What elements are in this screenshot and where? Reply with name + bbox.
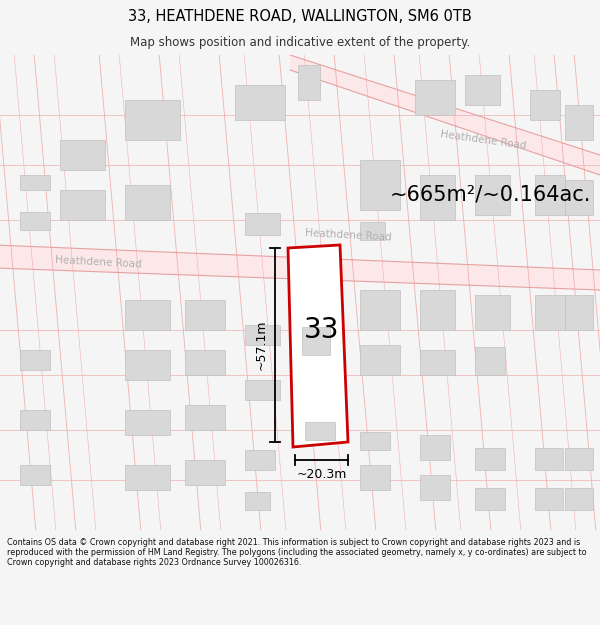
Bar	[245, 380, 280, 400]
Bar	[475, 295, 510, 330]
Bar	[60, 140, 105, 170]
Bar	[475, 347, 505, 375]
Bar	[420, 350, 455, 375]
Bar	[20, 465, 50, 485]
Polygon shape	[290, 55, 600, 175]
Bar	[360, 290, 400, 330]
Bar	[20, 212, 50, 230]
Bar	[415, 80, 455, 115]
Bar	[420, 435, 450, 460]
Text: 33: 33	[304, 316, 340, 344]
Bar	[245, 325, 280, 345]
Bar	[125, 350, 170, 380]
Bar	[305, 422, 335, 440]
Bar	[420, 290, 455, 330]
Bar	[475, 448, 505, 470]
Text: Heathdene Road: Heathdene Road	[55, 255, 142, 269]
Bar	[535, 448, 563, 470]
Bar	[20, 175, 50, 190]
Bar	[360, 160, 400, 210]
Bar	[420, 475, 450, 500]
Bar	[465, 75, 500, 105]
Bar	[185, 350, 225, 375]
Bar	[245, 492, 270, 510]
Bar	[535, 488, 563, 510]
Bar	[360, 432, 390, 450]
Text: ~57.1m: ~57.1m	[255, 320, 268, 370]
Bar	[125, 185, 170, 220]
Bar	[475, 488, 505, 510]
Bar	[360, 222, 385, 240]
Bar	[565, 105, 593, 140]
Bar	[235, 85, 285, 120]
Bar	[185, 405, 225, 430]
Text: Contains OS data © Crown copyright and database right 2021. This information is : Contains OS data © Crown copyright and d…	[7, 538, 587, 568]
Bar	[530, 90, 560, 120]
Bar	[125, 100, 180, 140]
Bar	[185, 460, 225, 485]
Text: Heathdene Road: Heathdene Road	[305, 228, 392, 242]
Bar	[360, 465, 390, 490]
Bar	[565, 448, 593, 470]
Bar	[420, 175, 455, 220]
Bar	[245, 213, 280, 235]
Text: Heathdene Road: Heathdene Road	[440, 129, 527, 151]
Polygon shape	[288, 245, 348, 447]
Bar	[565, 180, 593, 215]
Bar	[302, 327, 330, 355]
Text: ~665m²/~0.164ac.: ~665m²/~0.164ac.	[390, 185, 592, 205]
Bar	[565, 295, 593, 330]
Text: ~20.3m: ~20.3m	[296, 468, 347, 481]
Bar	[125, 465, 170, 490]
Bar	[20, 410, 50, 430]
Bar	[298, 65, 320, 100]
Bar	[535, 295, 565, 330]
Bar	[125, 410, 170, 435]
Polygon shape	[0, 245, 600, 290]
Bar	[245, 450, 275, 470]
Bar	[125, 300, 170, 330]
Bar	[20, 350, 50, 370]
Text: 33, HEATHDENE ROAD, WALLINGTON, SM6 0TB: 33, HEATHDENE ROAD, WALLINGTON, SM6 0TB	[128, 9, 472, 24]
Bar	[565, 488, 593, 510]
Bar	[360, 345, 400, 375]
Text: Map shows position and indicative extent of the property.: Map shows position and indicative extent…	[130, 36, 470, 49]
Bar	[535, 175, 565, 215]
Bar	[185, 300, 225, 330]
Bar	[60, 190, 105, 220]
Bar	[475, 175, 510, 215]
